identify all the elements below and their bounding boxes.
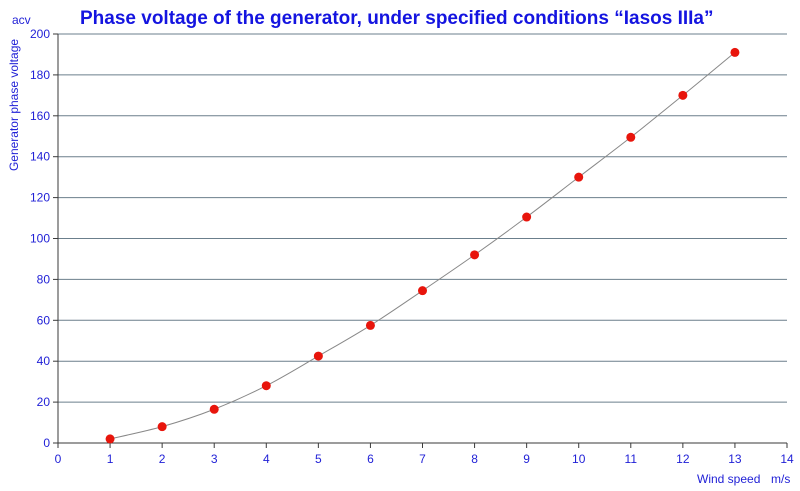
data-point <box>365 320 375 330</box>
x-tick-label: 3 <box>211 452 218 466</box>
y-tick-label: 80 <box>37 272 51 286</box>
x-tick-label: 12 <box>676 452 690 466</box>
x-tick-label: 4 <box>263 452 270 466</box>
data-point <box>522 212 532 222</box>
series-line <box>109 52 736 440</box>
x-unit-label: m/s <box>771 472 790 486</box>
x-tick-label: 5 <box>315 452 322 466</box>
x-tick-label: 11 <box>625 452 638 466</box>
x-tick-labels: 0 1 2 3 4 5 6 7 8 9 10 11 12 13 14 <box>55 452 794 466</box>
data-point <box>313 351 323 361</box>
y-tick-label: 160 <box>30 109 50 123</box>
y-tick-label: 140 <box>30 150 50 164</box>
grid-lines <box>58 33 787 403</box>
data-point <box>470 250 480 260</box>
data-points <box>105 47 740 444</box>
y-tick-labels: 0 20 40 60 80 100 120 140 160 180 200 <box>30 27 50 450</box>
axes <box>53 33 788 448</box>
x-tick-label: 7 <box>419 452 426 466</box>
x-axis-label: Wind speed <box>697 472 760 486</box>
y-tick-label: 20 <box>37 395 51 409</box>
data-point <box>678 90 688 100</box>
y-tick-label: 40 <box>37 354 51 368</box>
data-point <box>730 47 740 57</box>
data-point <box>574 172 584 182</box>
y-tick-label: 180 <box>30 68 50 82</box>
x-tick-label: 1 <box>107 452 114 466</box>
x-tick-label: 9 <box>523 452 530 466</box>
data-point <box>418 286 427 296</box>
fit-curve <box>109 52 736 440</box>
data-point <box>209 404 219 414</box>
y-tick-label: 120 <box>30 191 50 205</box>
chart-title: Phase voltage of the generator, under sp… <box>80 8 714 29</box>
x-tick-label: 2 <box>159 452 166 466</box>
y-tick-label: 200 <box>30 27 50 41</box>
y-axis-label: Generator phase voltage <box>7 39 21 171</box>
data-point <box>261 381 271 391</box>
x-tick-label: 10 <box>572 452 586 466</box>
x-tick-label: 13 <box>728 452 742 466</box>
x-tick-label: 8 <box>471 452 478 466</box>
y-tick-label: 100 <box>30 232 50 246</box>
data-point <box>157 422 167 432</box>
x-tick-label: 0 <box>55 452 62 466</box>
y-tick-label: 60 <box>37 313 51 327</box>
y-unit-label: acv <box>12 13 31 27</box>
x-tick-label: 14 <box>780 452 794 466</box>
x-tick-label: 6 <box>367 452 374 466</box>
data-point <box>626 132 636 142</box>
data-point <box>105 434 115 444</box>
y-tick-label: 0 <box>43 436 50 450</box>
